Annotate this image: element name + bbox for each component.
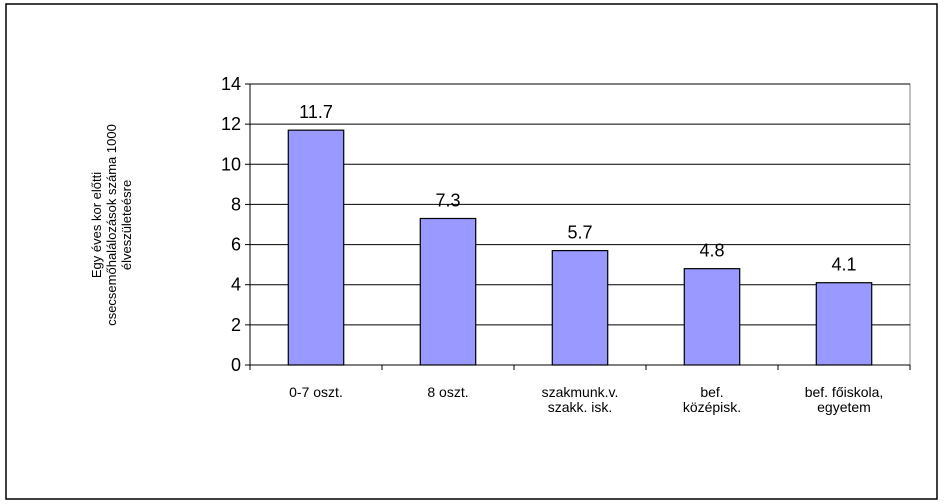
bar	[419, 217, 477, 366]
y-axis-label: Egy éves kor előtticsecsemőhalálozások s…	[89, 124, 134, 326]
value-label: 7.3	[435, 190, 460, 210]
bar	[551, 249, 609, 366]
x-tick-label: szakmunk.v. szakk. isk.	[542, 384, 619, 415]
y-tick-label: 2	[231, 315, 241, 335]
value-label: 4.8	[699, 241, 724, 261]
x-tick-label: bef. középisk.	[683, 384, 741, 415]
y-tick-label: 8	[231, 194, 241, 214]
x-tick-label: 8 oszt.	[427, 384, 468, 400]
y-tick-label: 4	[231, 275, 241, 295]
x-tick-label: 0-7 oszt.	[289, 384, 343, 400]
value-label: 11.7	[299, 102, 333, 122]
y-tick-label: 10	[221, 154, 241, 174]
y-tick-label: 0	[231, 355, 241, 375]
bar	[287, 129, 345, 366]
y-tick-label: 12	[221, 114, 241, 134]
bar	[683, 268, 741, 366]
value-label: 5.7	[567, 223, 592, 243]
bar	[815, 282, 873, 366]
y-tick-label: 6	[231, 235, 241, 255]
x-tick-label: bef. főiskola, egyetem	[805, 384, 884, 415]
y-tick-label: 14	[221, 74, 241, 94]
value-label: 4.1	[831, 255, 856, 275]
